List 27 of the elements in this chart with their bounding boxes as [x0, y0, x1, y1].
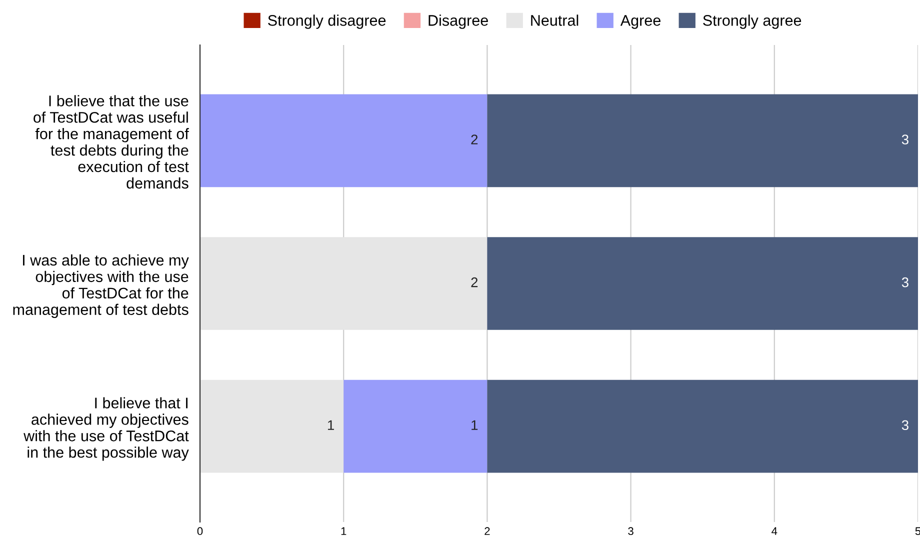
bar: [200, 380, 344, 473]
data-label: 2: [471, 277, 478, 288]
x-tick-label: 0: [197, 527, 203, 536]
x-tick-label: 4: [772, 527, 778, 535]
y-tick-label: I believe that the use of TestDCat was useful for the management of test debts during the execution of test demands: [34, 95, 189, 189]
data-label: 3: [902, 277, 908, 288]
data-label: 3: [902, 420, 908, 430]
legend-label: Disagree: [428, 14, 488, 29]
bar: [487, 380, 918, 473]
data-label: 3: [902, 134, 908, 144]
bar: [200, 94, 488, 188]
data-label: 1: [328, 420, 334, 430]
bar: [487, 94, 918, 188]
legend-label: Strongly agree: [703, 14, 802, 29]
legend-label: Neutral: [531, 14, 578, 26]
x-tick-label: 2: [484, 527, 490, 535]
data-label: 2: [471, 134, 478, 144]
x-tick-label: 3: [628, 527, 634, 536]
y-tick-label: I was able to achieve my objectives with the use of TestDCat for the management of test debts: [13, 254, 189, 318]
bar: [200, 237, 488, 330]
y-tick-label: I believe that I achieved my objectives with the use of TestDCat in the best possible way: [24, 397, 189, 461]
x-tick-label: 1: [341, 527, 346, 535]
bar: [344, 380, 488, 473]
data-label: 1: [472, 420, 478, 430]
legend-label: Agree: [620, 15, 660, 29]
legend-label: Strongly disagree: [268, 14, 386, 29]
bar: [487, 237, 918, 330]
